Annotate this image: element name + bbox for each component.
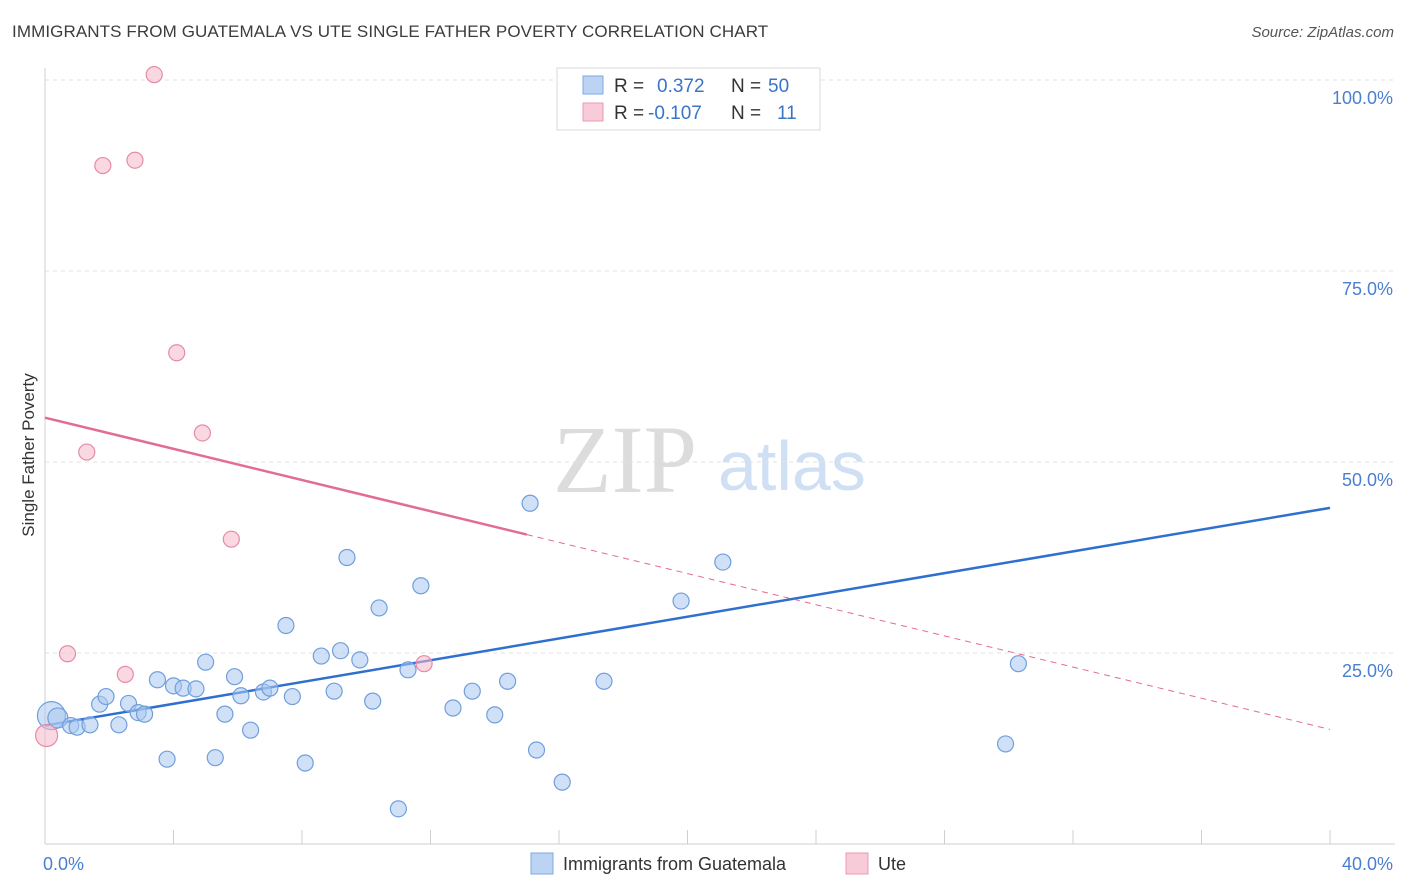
guatemala-point xyxy=(81,716,99,734)
y-tick-label: 100.0% xyxy=(1332,88,1393,108)
ute-point xyxy=(58,645,77,663)
legend-swatch-ute xyxy=(582,102,604,122)
legend-n-value-1: 50 xyxy=(768,76,789,97)
guatemala-point xyxy=(370,599,388,617)
bottom-legend-swatch-ute xyxy=(845,852,869,875)
source-label: Source: ZipAtlas.com xyxy=(1251,24,1394,41)
top-legend: R = 0.372 N = 50 R = -0.107 N = 11 xyxy=(556,67,821,131)
data-points xyxy=(35,66,1027,818)
ute-point xyxy=(193,424,212,442)
guatemala-point xyxy=(216,705,234,723)
guatemala-point xyxy=(97,687,115,706)
guatemala-point xyxy=(296,754,314,772)
bottom-legend-label-guatemala: Immigrants from Guatemala xyxy=(563,854,787,874)
legend-swatch-guatemala xyxy=(582,75,604,95)
ute-point xyxy=(145,66,163,84)
guatemala-point xyxy=(463,682,481,700)
guatemala-point xyxy=(187,680,205,698)
watermark: ZIP atlas xyxy=(553,406,866,513)
guatemala-point xyxy=(714,553,732,571)
ute-point xyxy=(116,665,134,683)
y-tick-label: 25.0% xyxy=(1342,661,1393,681)
ute-point xyxy=(35,723,59,748)
trend-line-ute-extension xyxy=(526,534,1331,730)
bottom-legend-label-ute: Ute xyxy=(878,854,906,874)
guatemala-point xyxy=(996,735,1015,753)
guatemala-point xyxy=(351,651,369,669)
y-axis-label: Single Father Poverty xyxy=(19,373,38,537)
guatemala-point xyxy=(283,687,301,706)
watermark-zip: ZIP xyxy=(553,406,697,513)
guatemala-point xyxy=(527,741,546,759)
guatemala-point xyxy=(242,721,260,739)
ute-point xyxy=(415,655,433,673)
guatemala-point xyxy=(338,548,356,567)
guatemala-point xyxy=(206,749,224,767)
trend-line-ute xyxy=(44,416,528,536)
tick-labels: 25.0% 50.0% 75.0% 100.0% 0.0% 40.0% xyxy=(43,88,1393,874)
guatemala-point xyxy=(1009,655,1027,673)
guatemala-point xyxy=(110,716,128,734)
guatemala-point xyxy=(331,642,350,660)
ute-point xyxy=(126,151,144,169)
guatemala-point xyxy=(412,577,430,595)
guatemala-point xyxy=(325,682,343,700)
guatemala-point xyxy=(312,647,330,665)
guatemala-point xyxy=(399,661,417,679)
legend-n-label-1: N = xyxy=(731,76,761,97)
guatemala-point xyxy=(232,687,250,705)
bottom-legend-swatch-guatemala xyxy=(530,852,554,875)
guatemala-point xyxy=(261,679,279,697)
guatemala-point xyxy=(521,494,539,512)
bottom-legend: Immigrants from Guatemala Ute xyxy=(530,852,906,875)
legend-n-label-2: N = xyxy=(731,103,761,124)
guatemala-point xyxy=(444,699,462,717)
guatemala-point xyxy=(277,616,295,635)
guatemala-point xyxy=(672,592,690,610)
guatemala-point xyxy=(148,671,167,689)
ute-point xyxy=(222,530,240,548)
y-tick-label: 50.0% xyxy=(1342,470,1393,490)
ute-point xyxy=(78,443,96,461)
guatemala-point xyxy=(553,773,571,791)
x-tick-label: 0.0% xyxy=(43,854,84,874)
guatemala-point xyxy=(499,672,517,690)
guatemala-point xyxy=(225,668,244,686)
legend-n-value-2: 11 xyxy=(777,103,797,124)
x-tick-label: 40.0% xyxy=(1342,854,1393,874)
ute-point xyxy=(168,344,186,362)
guatemala-point xyxy=(158,750,176,768)
guatemala-point xyxy=(364,692,382,710)
legend-r-label-1: R = xyxy=(614,76,644,97)
y-tick-label: 75.0% xyxy=(1342,279,1393,299)
legend-r-value-1: 0.372 xyxy=(657,76,705,97)
legend-r-label-2: R = xyxy=(614,103,644,124)
guatemala-point xyxy=(135,705,154,723)
ute-point xyxy=(94,156,112,175)
watermark-atlas: atlas xyxy=(718,427,866,505)
guatemala-point xyxy=(486,706,504,724)
guatemala-point xyxy=(389,800,407,818)
chart-title: IMMIGRANTS FROM GUATEMALA VS UTE SINGLE … xyxy=(12,22,769,41)
legend-r-value-2: -0.107 xyxy=(648,103,702,124)
guatemala-point xyxy=(197,653,215,671)
guatemala-point xyxy=(595,672,613,690)
